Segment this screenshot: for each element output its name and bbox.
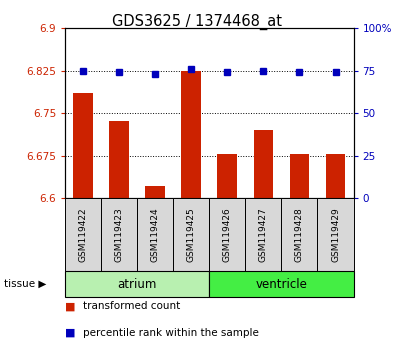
Bar <box>137 198 173 271</box>
Text: GSM119423: GSM119423 <box>115 207 124 262</box>
Bar <box>254 130 273 198</box>
Text: tissue ▶: tissue ▶ <box>4 279 46 289</box>
Text: percentile rank within the sample: percentile rank within the sample <box>83 328 259 338</box>
Text: ventricle: ventricle <box>256 278 307 291</box>
Bar <box>281 198 318 271</box>
Bar <box>218 154 237 198</box>
Text: GSM119428: GSM119428 <box>295 207 304 262</box>
Text: ■: ■ <box>65 301 76 311</box>
Bar <box>109 121 129 198</box>
Text: atrium: atrium <box>118 278 157 291</box>
Bar <box>181 71 201 198</box>
Text: GDS3625 / 1374468_at: GDS3625 / 1374468_at <box>113 14 282 30</box>
Text: GSM119425: GSM119425 <box>187 207 196 262</box>
Bar <box>73 93 93 198</box>
Text: GSM119427: GSM119427 <box>259 207 268 262</box>
Text: ■: ■ <box>65 328 76 338</box>
Bar <box>245 198 281 271</box>
Bar <box>101 198 137 271</box>
Text: GSM119426: GSM119426 <box>223 207 232 262</box>
Text: transformed count: transformed count <box>83 301 180 311</box>
Bar <box>209 271 354 297</box>
Text: GSM119429: GSM119429 <box>331 207 340 262</box>
Bar <box>209 198 245 271</box>
Bar <box>65 198 101 271</box>
Text: GSM119424: GSM119424 <box>151 207 160 262</box>
Bar <box>145 186 165 198</box>
Bar <box>325 154 345 198</box>
Bar <box>318 198 354 271</box>
Text: GSM119422: GSM119422 <box>79 207 88 262</box>
Bar <box>290 154 309 198</box>
Bar <box>173 198 209 271</box>
Bar <box>65 271 209 297</box>
